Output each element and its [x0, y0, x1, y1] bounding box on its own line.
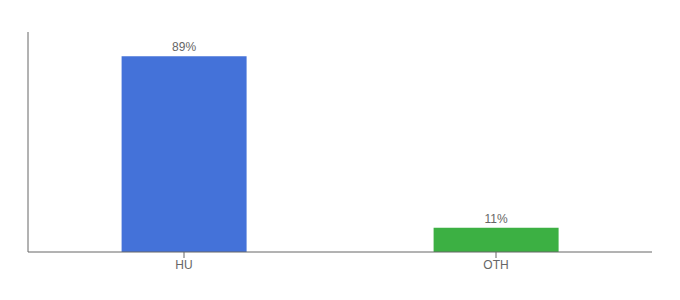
svg-text:11%: 11%: [485, 212, 508, 226]
svg-text:OTH: OTH: [483, 258, 508, 272]
svg-text:89%: 89%: [172, 40, 196, 54]
svg-text:HU: HU: [175, 258, 192, 272]
